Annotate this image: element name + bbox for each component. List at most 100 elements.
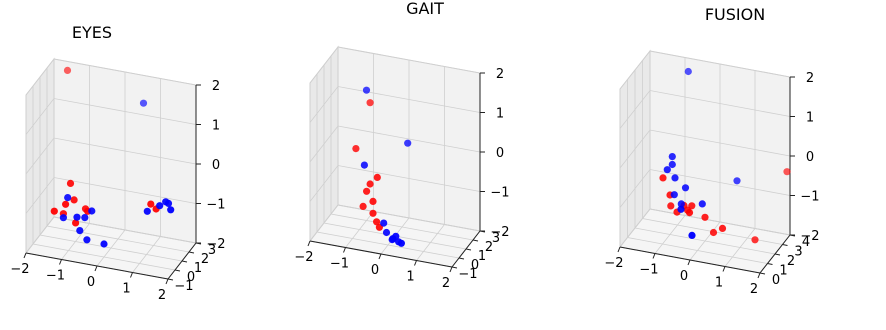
scatter-point bbox=[701, 213, 709, 221]
z-tick-label: −2 bbox=[206, 237, 225, 252]
scatter-point bbox=[718, 224, 727, 232]
scatter-point bbox=[88, 207, 96, 215]
scatter-point bbox=[659, 174, 667, 182]
gridline-y bbox=[330, 56, 474, 241]
scatter-point bbox=[360, 161, 368, 169]
y-tick bbox=[479, 230, 486, 233]
x-tick-label: 0 bbox=[371, 263, 379, 278]
x-tick bbox=[757, 272, 761, 279]
scatter-point bbox=[677, 205, 685, 213]
chart-title: FUSION bbox=[705, 5, 765, 24]
y-tick-label: 2 bbox=[201, 252, 209, 267]
gridline-y bbox=[46, 68, 190, 253]
z-tick-label: −2 bbox=[800, 229, 819, 244]
scatter-point bbox=[167, 206, 175, 214]
y-tick-label: 1 bbox=[779, 264, 787, 279]
scatter-point bbox=[668, 153, 676, 161]
scatter-point bbox=[681, 184, 690, 192]
gridline-y bbox=[32, 86, 176, 271]
scatter-point bbox=[64, 194, 72, 202]
z-tick-label: −2 bbox=[490, 225, 509, 240]
z-tick-label: −1 bbox=[490, 186, 509, 201]
scatter-point bbox=[733, 177, 741, 185]
gridline-z bbox=[309, 46, 481, 84]
chart-title: GAIT bbox=[406, 0, 444, 18]
z-tick-label: 0 bbox=[212, 158, 220, 173]
scatter-point bbox=[366, 99, 374, 107]
scatter-point bbox=[663, 166, 671, 174]
x-tick bbox=[343, 247, 346, 253]
scatter-point bbox=[685, 209, 694, 217]
y-tick-label: 0 bbox=[187, 270, 195, 285]
y-tick-label: 1 bbox=[478, 249, 486, 264]
y-tick-label: 1 bbox=[194, 261, 202, 276]
chart-title: EYES bbox=[72, 23, 112, 42]
z-tick-label: −1 bbox=[206, 198, 225, 213]
y-tick bbox=[174, 269, 181, 272]
scatter-point bbox=[81, 214, 89, 222]
scatter-point bbox=[73, 213, 81, 221]
x-tick-label: 0 bbox=[680, 269, 688, 284]
gridline-y bbox=[39, 77, 183, 262]
scatter-point bbox=[382, 228, 391, 237]
x-tick-label: 2 bbox=[442, 276, 450, 291]
x-tick-label: 1 bbox=[122, 282, 130, 297]
scatter-point bbox=[369, 197, 377, 205]
z-tick-label: 1 bbox=[212, 119, 220, 134]
z-tick-label: 2 bbox=[496, 67, 504, 82]
x-tick bbox=[165, 278, 169, 285]
x-tick-label: −1 bbox=[330, 257, 349, 272]
y-tick bbox=[188, 251, 195, 254]
gridline-y bbox=[323, 65, 467, 250]
gridline-y bbox=[649, 51, 791, 236]
scatter-point bbox=[62, 200, 70, 208]
x-tick bbox=[722, 266, 726, 272]
scatter-point bbox=[709, 228, 718, 237]
scatter-point bbox=[76, 227, 84, 235]
scatter-point bbox=[63, 66, 72, 74]
scatter-point bbox=[363, 187, 371, 195]
x-tick bbox=[652, 253, 656, 259]
gridline-y bbox=[627, 79, 768, 264]
scatter-point bbox=[139, 99, 148, 107]
scatter-point bbox=[751, 236, 759, 244]
y-tick bbox=[451, 266, 458, 269]
y-tick bbox=[167, 278, 174, 281]
scatter-point bbox=[66, 179, 75, 187]
y-tick-label: 3 bbox=[794, 245, 802, 260]
x-tick bbox=[449, 266, 453, 273]
scatter-point bbox=[70, 196, 78, 204]
x-tick-label: 2 bbox=[158, 288, 166, 303]
gridline-y bbox=[53, 59, 197, 244]
gridline-y bbox=[316, 74, 460, 259]
x-tick-label: 0 bbox=[87, 275, 95, 290]
y-tick bbox=[458, 257, 465, 260]
scatter-point bbox=[388, 236, 396, 244]
y-tick bbox=[472, 239, 479, 242]
gridline-y bbox=[337, 47, 481, 232]
z-tick-label: −1 bbox=[800, 190, 819, 205]
y-tick-label: 3 bbox=[492, 231, 500, 246]
gridline-z bbox=[25, 58, 197, 96]
scatter-point bbox=[671, 174, 679, 182]
scatter-point bbox=[404, 139, 412, 147]
x-tick bbox=[130, 272, 133, 278]
scatter-point bbox=[369, 209, 377, 217]
scatter-point bbox=[359, 202, 367, 210]
y-tick bbox=[789, 234, 796, 237]
y-tick bbox=[767, 263, 773, 265]
scatter-point bbox=[366, 180, 374, 188]
x-tick-label: −1 bbox=[46, 269, 65, 284]
gridline-y bbox=[634, 70, 776, 255]
y-tick bbox=[782, 244, 788, 246]
x-tick-label: 2 bbox=[750, 282, 758, 297]
y-tick-label: 3 bbox=[208, 243, 216, 258]
y-tick-label: 2 bbox=[485, 240, 493, 255]
z-tick-label: 2 bbox=[806, 71, 814, 86]
scatter-point bbox=[373, 218, 381, 226]
scatter-point bbox=[59, 214, 67, 222]
y-tick-label: −1 bbox=[174, 279, 193, 294]
